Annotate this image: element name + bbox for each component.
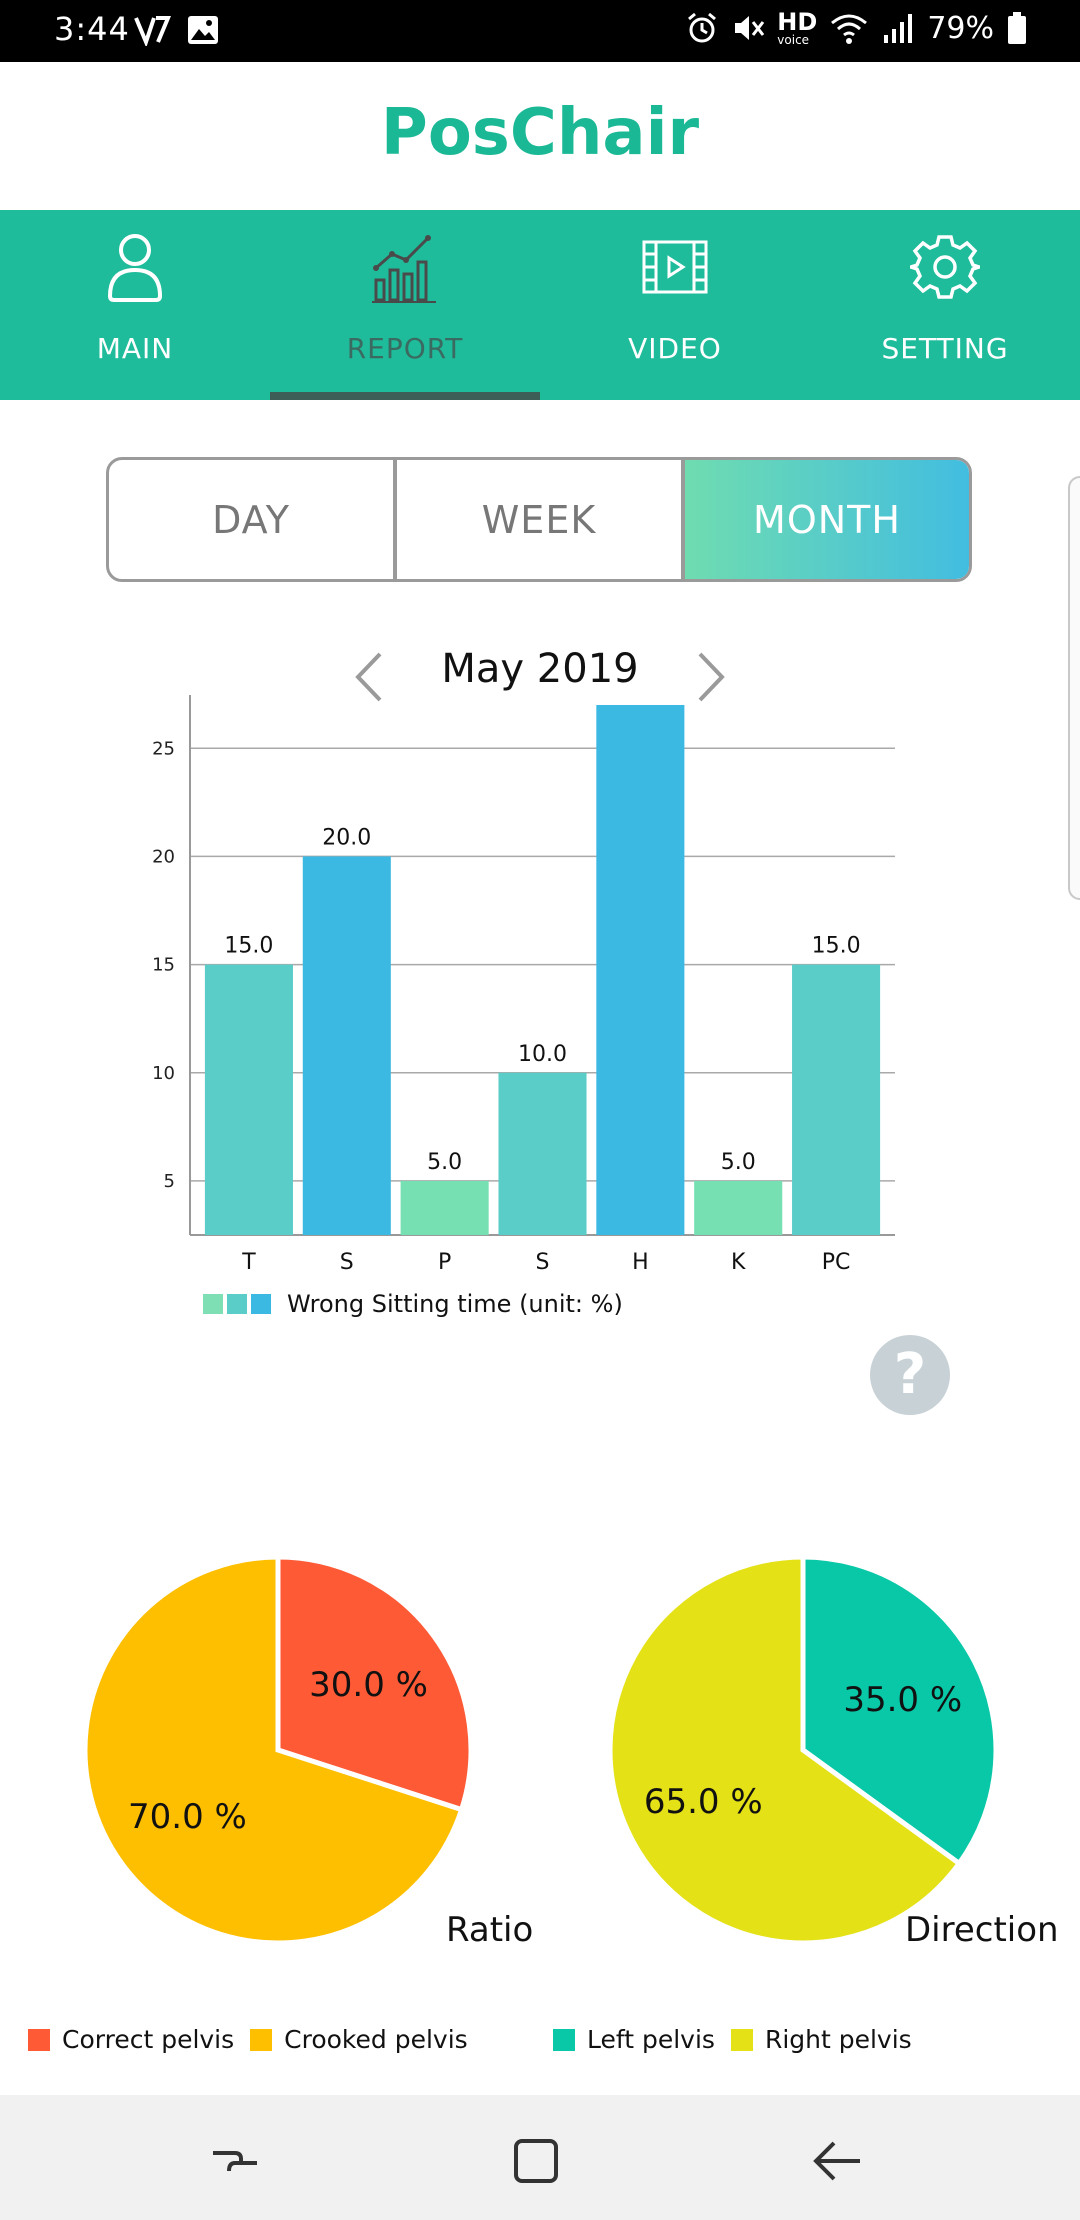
tab-video-label: VIDEO <box>628 332 722 365</box>
home-icon[interactable] <box>506 2131 566 2191</box>
pie-slice-label: 70.0 % <box>128 1797 247 1837</box>
y-tick-label: 15 <box>152 955 175 976</box>
bar-value-label: 20.0 <box>322 825 371 850</box>
legend-swatch-correct <box>28 2028 50 2051</box>
direction-pie-title: Direction <box>905 1910 1059 1950</box>
legend-swatch <box>251 1294 271 1314</box>
chart-icon <box>372 235 436 303</box>
recents-icon[interactable] <box>205 2131 265 2191</box>
tab-indicator <box>270 392 540 400</box>
legend-swatch-left <box>553 2028 575 2051</box>
period-toggle: DAY WEEK MONTH <box>106 457 972 582</box>
x-tick-label: P <box>438 1250 451 1275</box>
status-bar: 3:44 HD voice <box>0 0 1080 62</box>
legend-swatch-right <box>730 2028 753 2051</box>
y-tick-label: 10 <box>152 1063 175 1084</box>
battery-percent: 79% <box>927 10 994 46</box>
y-tick-label: 20 <box>152 846 175 867</box>
pie-slice-correct-pelvis <box>275 1554 474 1813</box>
month-navigator: May 2019 <box>350 640 730 710</box>
tab-report[interactable]: REPORT <box>270 210 540 400</box>
x-tick-label: S <box>340 1250 354 1275</box>
bar-p <box>400 1180 489 1235</box>
bar-t <box>204 964 293 1235</box>
period-month-button[interactable]: MONTH <box>681 460 969 579</box>
bar-value-label: 5.0 <box>427 1150 462 1175</box>
period-day-button[interactable]: DAY <box>212 497 290 542</box>
bar-h <box>596 705 685 1235</box>
x-tick-label: H <box>632 1250 649 1275</box>
x-tick-label: PC <box>822 1250 851 1275</box>
tab-video[interactable]: VIDEO <box>540 210 810 400</box>
legend-swatch <box>227 1294 247 1314</box>
tab-main-label: MAIN <box>96 332 174 365</box>
ratio-pie-title: Ratio <box>446 1910 534 1950</box>
bar-value-label: 10.0 <box>518 1042 567 1067</box>
back-icon[interactable] <box>808 2131 868 2191</box>
bar-s <box>302 856 391 1235</box>
tab-bar: MAIN REPORT VIDEO <box>0 210 1080 400</box>
hd-voice-indicator: HD voice <box>777 8 818 47</box>
tab-report-label: REPORT <box>346 332 464 365</box>
signal-icon <box>884 14 913 43</box>
bar-value-label: 5.0 <box>721 1150 756 1175</box>
film-icon <box>642 240 708 294</box>
ratio-pie-chart: 30.0 % 70.0 % <box>82 1554 474 1946</box>
x-tick-label: S <box>536 1250 550 1275</box>
bar-k <box>694 1180 783 1235</box>
alarm-icon <box>688 12 717 43</box>
legend-item-correct: Correct pelvis <box>28 2025 234 2054</box>
wrong-sitting-bar-chart: 5 10 15 20 25 15.0 T 20.0 S 5.0 P 10.0 S H 5.0 K 15.0 PC <box>152 695 895 1275</box>
bar-chart-legend: Wrong Sitting time (unit: %) <box>203 1290 623 1318</box>
status-right: HD voice 79% <box>685 10 1028 46</box>
status-time: 3:44 <box>54 10 130 48</box>
side-drawer-handle[interactable] <box>1068 476 1080 900</box>
battery-icon <box>1008 12 1026 44</box>
mute-icon <box>735 16 765 40</box>
bar-s <box>498 1072 587 1235</box>
direction-pie-chart: 35.0 % 65.0 % <box>607 1554 999 1946</box>
gear-icon <box>910 235 980 299</box>
legend-item-right: Right pelvis <box>730 2025 912 2054</box>
y-tick-label: 25 <box>152 738 175 759</box>
pie-slice-right-pelvis <box>607 1554 963 1946</box>
period-week-button[interactable]: WEEK <box>393 460 681 579</box>
tab-main[interactable]: MAIN <box>0 210 270 400</box>
x-tick-label: T <box>241 1250 256 1275</box>
legend-swatch <box>203 1294 223 1314</box>
app-title: PosChair <box>380 96 700 170</box>
direction-legend: Left pelvis Right pelvis <box>553 2025 928 2054</box>
bar-pc <box>792 964 881 1235</box>
system-nav-bar <box>0 2095 1080 2220</box>
pie-slice-label: 30.0 % <box>309 1665 428 1705</box>
legend-swatch-crooked <box>250 2028 273 2051</box>
bar-chart-legend-label: Wrong Sitting time (unit: %) <box>287 1290 623 1318</box>
month-label: May 2019 <box>441 646 639 692</box>
image-notification-icon <box>188 16 218 44</box>
app-header: PosChair <box>0 62 1080 210</box>
person-icon <box>107 234 163 302</box>
next-month-button[interactable] <box>690 650 730 704</box>
x-tick-label: K <box>731 1250 746 1275</box>
previous-month-button[interactable] <box>350 650 390 704</box>
pie-slice-left-pelvis <box>800 1554 999 1867</box>
legend-item-left: Left pelvis <box>553 2025 715 2054</box>
bar-value-label: 15.0 <box>812 934 861 959</box>
bar-value-label: 15.0 <box>224 934 273 959</box>
pie-slice-label: 35.0 % <box>843 1680 962 1720</box>
pie-slice-crooked-pelvis <box>82 1554 465 1946</box>
app-notification-icon <box>134 16 171 46</box>
pie-slice-label: 65.0 % <box>644 1782 763 1822</box>
tab-setting-label: SETTING <box>881 332 1009 365</box>
tab-setting[interactable]: SETTING <box>810 210 1080 400</box>
help-button[interactable]: ? <box>870 1335 950 1415</box>
ratio-legend: Correct pelvis Crooked pelvis <box>28 2025 484 2054</box>
wifi-icon <box>831 14 868 44</box>
legend-item-crooked: Crooked pelvis <box>250 2025 468 2054</box>
y-tick-label: 5 <box>164 1171 175 1192</box>
